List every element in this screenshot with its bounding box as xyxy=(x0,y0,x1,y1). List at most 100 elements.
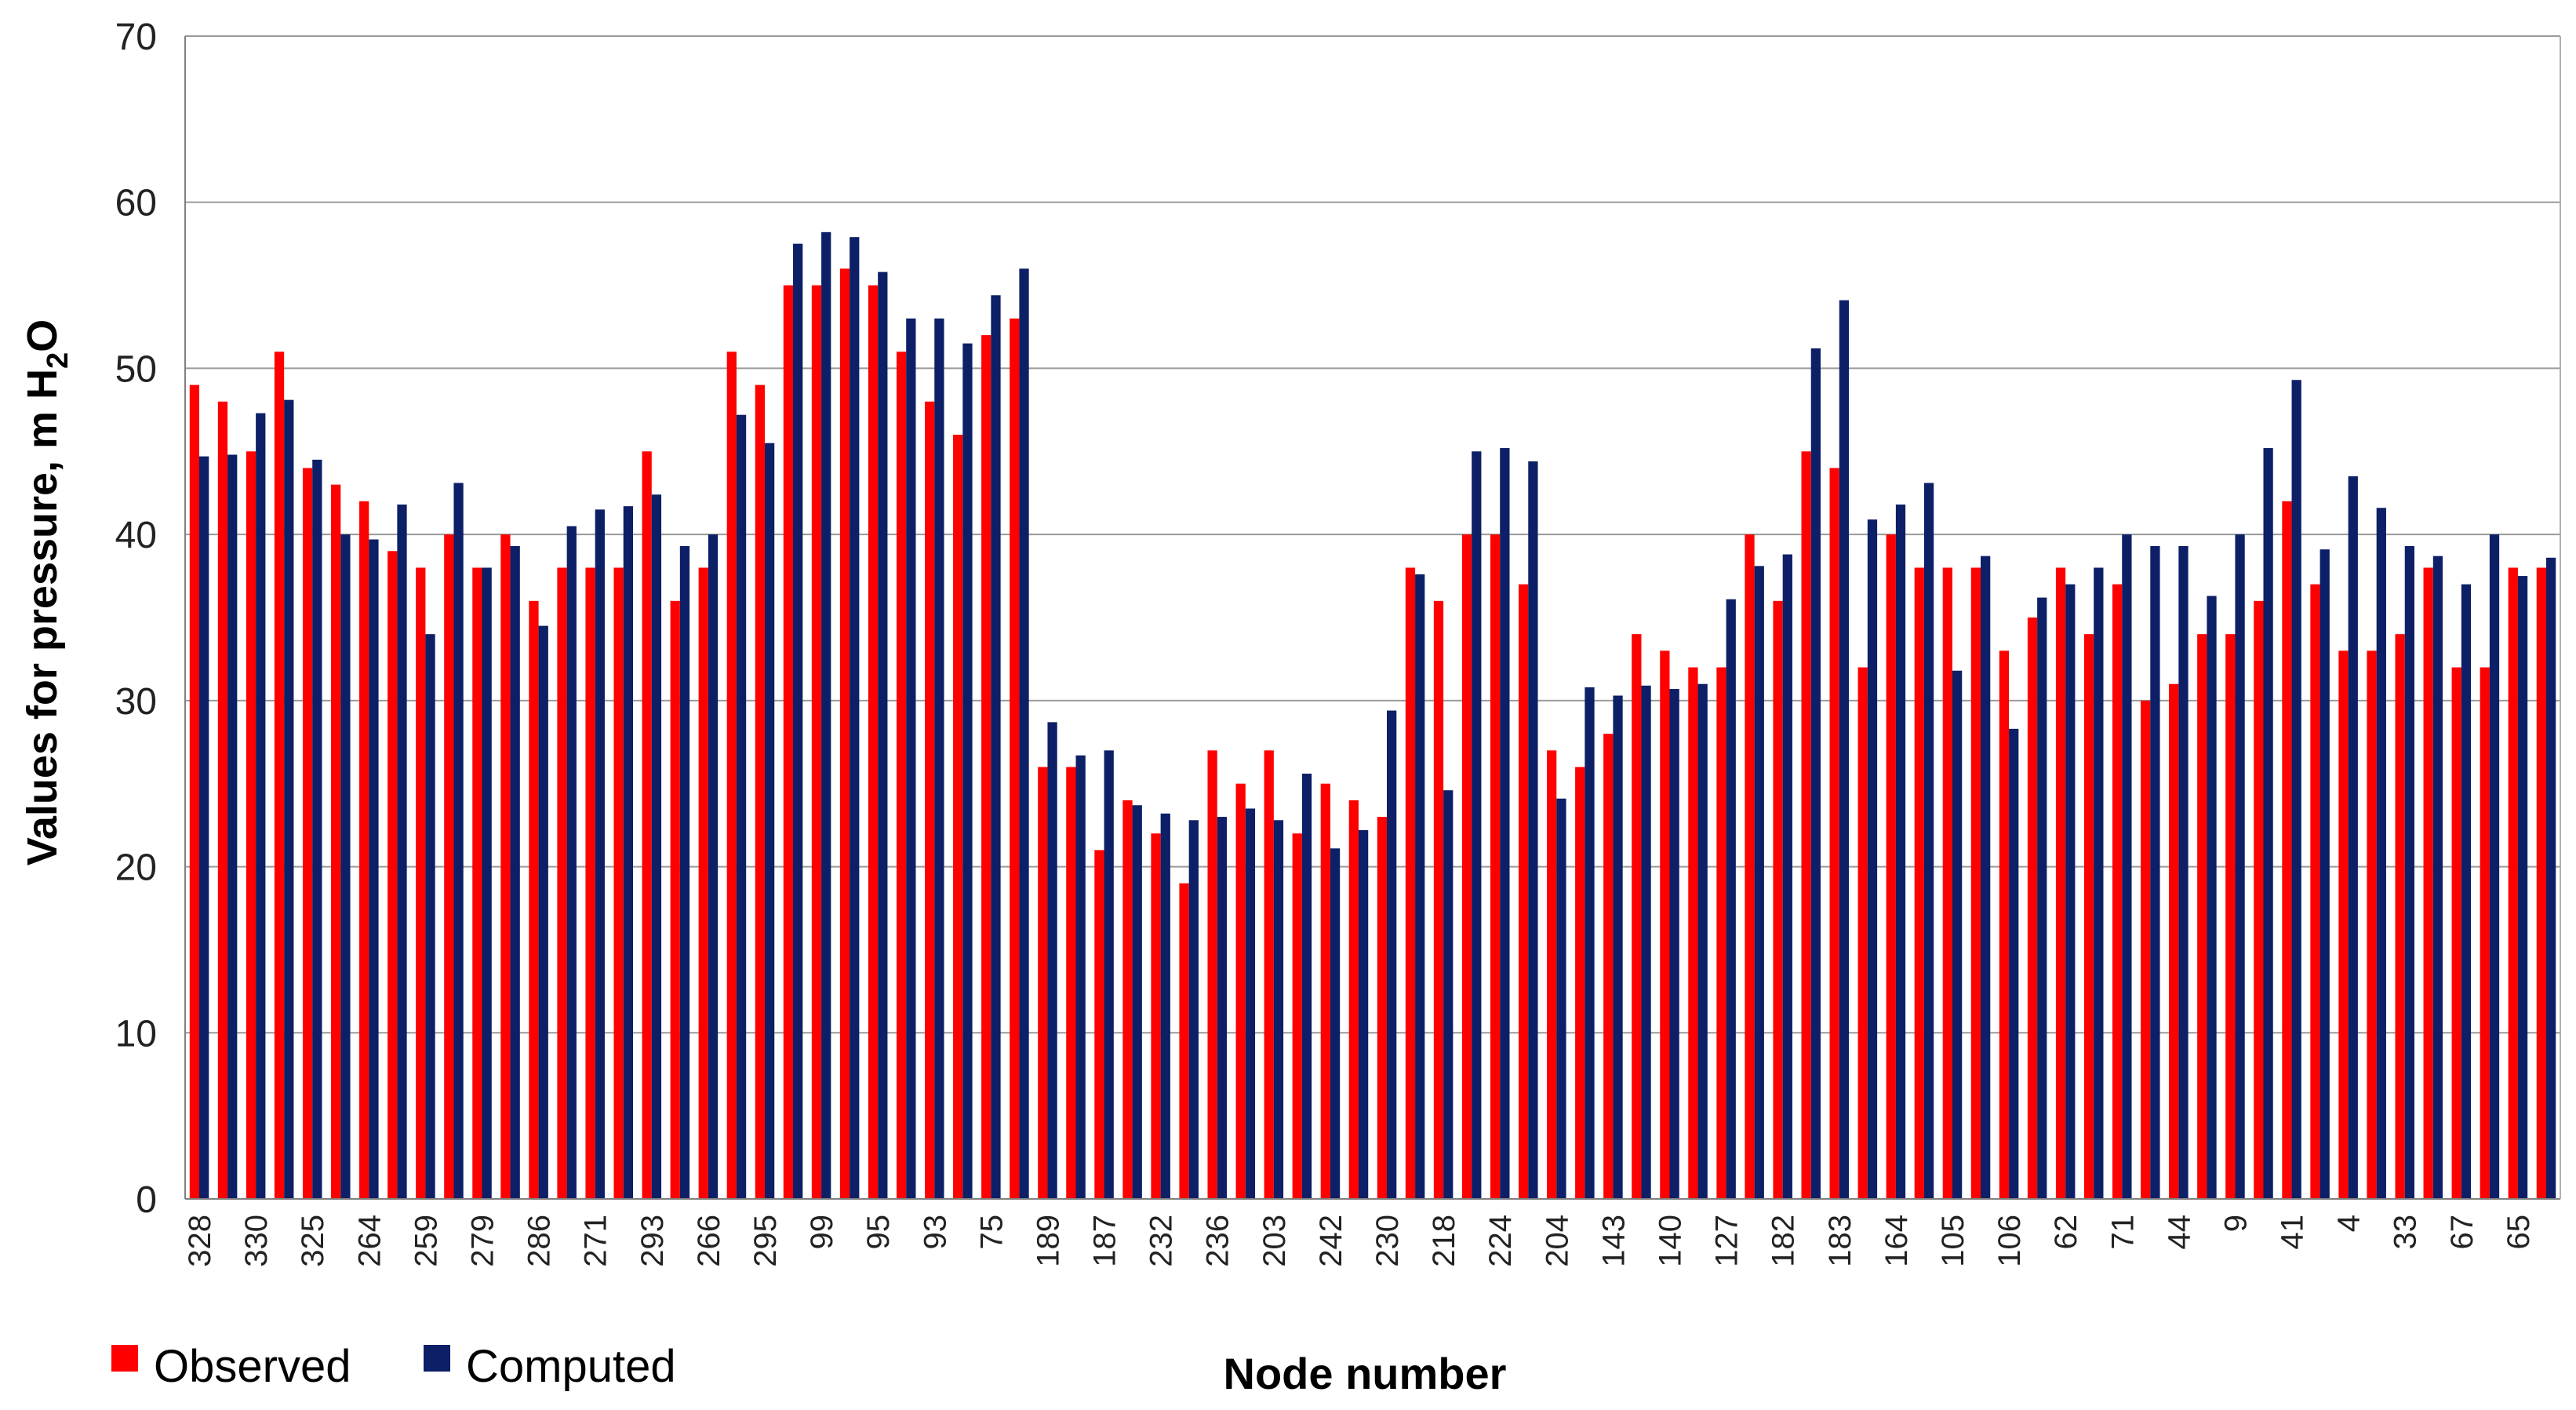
x-tick-label: 266 xyxy=(692,1215,726,1267)
bar-computed-73 xyxy=(2263,448,2273,1199)
bar-observed-53 xyxy=(1688,667,1698,1199)
bar-computed-20 xyxy=(764,443,775,1199)
bar-observed-63 xyxy=(1970,567,1981,1199)
bar-computed-2 xyxy=(256,413,266,1199)
x-tick-label: 99 xyxy=(805,1215,839,1250)
x-tick-label: 44 xyxy=(2162,1215,2196,1250)
bar-observed-48 xyxy=(1547,750,1557,1199)
x-tick-label: 279 xyxy=(466,1215,500,1267)
bar-computed-55 xyxy=(1754,566,1764,1199)
x-tick-label: 143 xyxy=(1596,1215,1631,1267)
bar-observed-13 xyxy=(557,567,567,1199)
x-tick-label: 271 xyxy=(579,1215,613,1267)
y-tick-label: 0 xyxy=(136,1179,157,1221)
bar-observed-26 xyxy=(925,401,935,1199)
bar-computed-67 xyxy=(2094,567,2104,1199)
y-tick-label: 40 xyxy=(115,515,157,556)
bar-observed-62 xyxy=(1942,567,1952,1199)
x-tick-label: 183 xyxy=(1823,1215,1857,1267)
bar-observed-28 xyxy=(981,335,991,1200)
bar-observed-73 xyxy=(2254,600,2264,1199)
bar-computed-72 xyxy=(2235,534,2245,1199)
x-tick-labels: 328 330 325 264 259 279 286 271 293 266 295 99 95 93 7… xyxy=(183,1215,2536,1267)
x-tick-label: 9 xyxy=(2218,1215,2253,1232)
bar-computed-28 xyxy=(991,295,1001,1199)
bar-computed-17 xyxy=(679,545,690,1199)
bar-computed-10 xyxy=(482,567,492,1199)
bar-observed-14 xyxy=(585,567,595,1199)
bar-observed-80 xyxy=(2451,667,2461,1199)
bar-computed-16 xyxy=(651,494,662,1199)
x-tick-label: 75 xyxy=(974,1215,1009,1250)
bar-computed-49 xyxy=(1585,687,1595,1199)
bar-computed-50 xyxy=(1613,695,1623,1199)
bar-computed-21 xyxy=(793,243,803,1199)
bar-computed-59 xyxy=(1867,519,1878,1199)
bar-computed-60 xyxy=(1895,505,1906,1199)
bar-observed-61 xyxy=(1914,567,1924,1199)
legend-swatch-computed xyxy=(424,1345,450,1372)
bar-observed-50 xyxy=(1603,734,1614,1199)
bar-computed-4 xyxy=(312,459,322,1199)
bar-observed-38 xyxy=(1264,750,1274,1199)
bar-observed-45 xyxy=(1461,534,1472,1199)
bar-computed-8 xyxy=(425,634,435,1199)
bar-computed-19 xyxy=(736,414,747,1199)
bar-computed-39 xyxy=(1301,774,1312,1199)
bar-observed-54 xyxy=(1716,667,1726,1199)
bar-computed-77 xyxy=(2376,508,2386,1199)
bar-observed-52 xyxy=(1660,650,1670,1199)
bar-computed-61 xyxy=(1923,483,1934,1199)
gridlines xyxy=(185,35,2560,1034)
bar-observed-1 xyxy=(217,401,228,1199)
bar-observed-78 xyxy=(2395,634,2405,1199)
x-tick-label: 67 xyxy=(2445,1215,2480,1250)
bar-observed-32 xyxy=(1094,850,1104,1199)
bar-computed-0 xyxy=(199,456,209,1199)
bar-observed-51 xyxy=(1632,634,1642,1199)
bar-computed-3 xyxy=(284,399,294,1199)
x-tick-label: 232 xyxy=(1144,1215,1179,1267)
x-tick-label: 242 xyxy=(1314,1215,1348,1267)
legend: Observed Computed xyxy=(111,1341,676,1392)
bar-observed-41 xyxy=(1348,800,1359,1199)
y-tick-label: 30 xyxy=(115,681,157,723)
bar-observed-60 xyxy=(1886,534,1896,1199)
bar-observed-59 xyxy=(1857,667,1868,1199)
bar-computed-76 xyxy=(2348,476,2358,1199)
x-tick-label: 203 xyxy=(1257,1215,1292,1267)
bar-observed-69 xyxy=(2141,700,2151,1199)
bar-computed-5 xyxy=(340,534,351,1199)
x-tick-label: 325 xyxy=(296,1215,330,1267)
x-tick-label: 204 xyxy=(1540,1215,1574,1267)
bar-computed-47 xyxy=(1528,461,1538,1199)
bar-computed-29 xyxy=(1019,268,1029,1199)
bar-computed-27 xyxy=(962,343,973,1199)
bar-computed-69 xyxy=(2150,545,2160,1199)
bar-observed-30 xyxy=(1038,767,1048,1199)
bar-observed-2 xyxy=(246,451,257,1199)
x-tick-label: 187 xyxy=(1088,1215,1122,1267)
bar-computed-53 xyxy=(1697,683,1708,1199)
bar-computed-11 xyxy=(510,545,520,1199)
bar-observed-56 xyxy=(1773,600,1783,1199)
bar-computed-56 xyxy=(1782,554,1792,1199)
y-axis-title-subscript: 2 xyxy=(42,352,75,369)
bar-observed-68 xyxy=(2112,584,2123,1199)
bar-observed-11 xyxy=(500,534,511,1199)
bar-observed-24 xyxy=(868,285,879,1199)
x-tick-label: 62 xyxy=(2049,1215,2083,1250)
bar-computed-32 xyxy=(1104,750,1114,1199)
bar-observed-4 xyxy=(302,468,313,1199)
bar-computed-33 xyxy=(1132,805,1142,1199)
bar-observed-36 xyxy=(1207,750,1217,1199)
bar-computed-24 xyxy=(878,271,888,1199)
legend-swatch-observed xyxy=(111,1345,138,1372)
bar-observed-66 xyxy=(2055,567,2066,1199)
y-tick-label: 50 xyxy=(115,348,157,390)
x-tick-label: 164 xyxy=(1879,1215,1914,1267)
bar-computed-26 xyxy=(934,318,944,1199)
bar-observed-35 xyxy=(1179,883,1189,1199)
bar-observed-5 xyxy=(331,484,341,1199)
bar-observed-74 xyxy=(2282,501,2292,1199)
